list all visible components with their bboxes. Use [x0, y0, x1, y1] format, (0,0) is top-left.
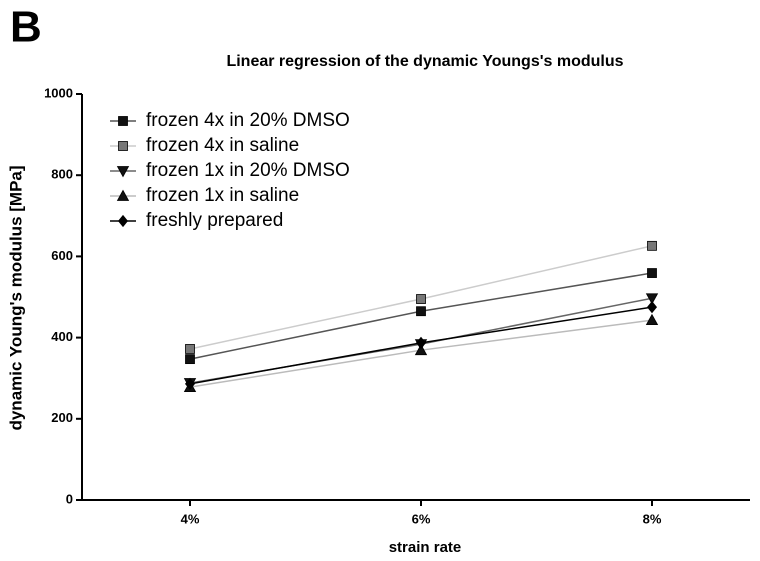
- marker: [185, 344, 195, 354]
- marker: [117, 214, 129, 228]
- legend-label: frozen 4x in 20% DMSO: [146, 110, 350, 131]
- marker: [416, 294, 426, 304]
- legend-label: frozen 1x in saline: [146, 185, 299, 206]
- marker: [645, 293, 659, 305]
- marker: [414, 343, 428, 356]
- marker: [415, 336, 427, 350]
- x-tick-label: 6%: [412, 511, 431, 526]
- x-tick-label: 4%: [181, 511, 200, 526]
- marker: [647, 268, 657, 278]
- marker: [116, 189, 130, 201]
- marker: [116, 166, 130, 178]
- marker: [416, 306, 426, 317]
- legend-label: frozen 1x in 20% DMSO: [146, 160, 350, 181]
- marker: [118, 141, 128, 151]
- marker: [645, 313, 659, 326]
- marker: [185, 354, 195, 365]
- marker: [647, 240, 657, 251]
- marker: [646, 301, 658, 314]
- y-tick-label: 0: [66, 491, 73, 506]
- panel-label: B: [10, 3, 42, 52]
- x-axis-label: strain rate: [389, 539, 462, 556]
- y-tick-label: 600: [51, 248, 73, 263]
- y-tick-label: 800: [51, 167, 73, 182]
- legend-label: frozen 4x in saline: [146, 135, 299, 156]
- legend-label: freshly prepared: [146, 210, 283, 231]
- y-axis-label: dynamic Young's modulus [MPa]: [6, 165, 25, 430]
- marker: [184, 377, 196, 391]
- marker: [118, 116, 128, 126]
- chart-title: Linear regression of the dynamic Youngs'…: [226, 53, 623, 70]
- y-tick-label: 1000: [44, 85, 73, 100]
- y-tick-label: 200: [51, 410, 73, 425]
- y-tick-label: 400: [51, 329, 73, 344]
- x-tick-label: 8%: [643, 511, 662, 526]
